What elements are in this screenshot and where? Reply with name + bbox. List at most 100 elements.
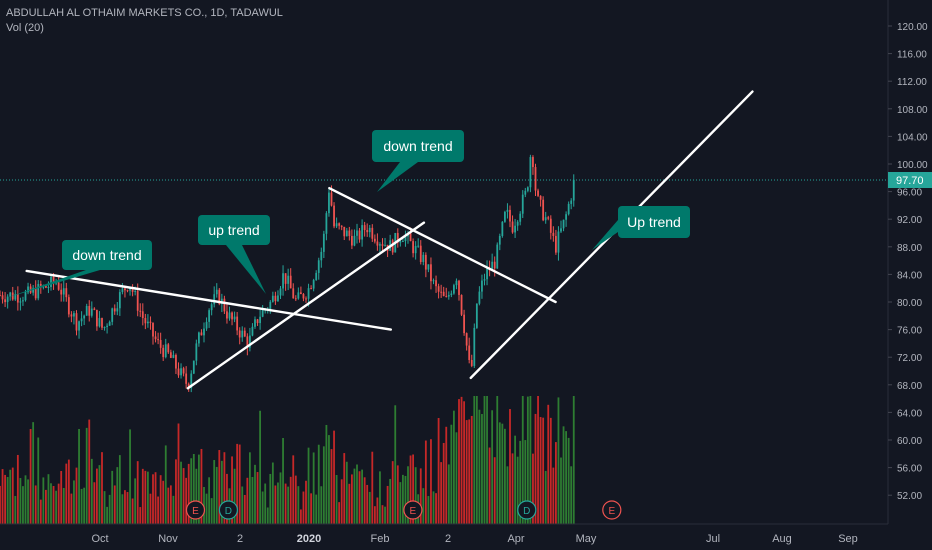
dividend-event-marker[interactable]: D	[517, 500, 537, 520]
annotation-callout[interactable]: down trend	[6, 240, 152, 298]
candle-body	[96, 309, 98, 327]
trendline[interactable]	[25, 269, 393, 331]
candle-body	[203, 328, 205, 336]
trendline[interactable]	[186, 221, 426, 390]
volume-bar	[493, 457, 496, 524]
event-letter: E	[410, 506, 417, 517]
candle-body	[190, 373, 193, 388]
candle-body	[305, 298, 307, 300]
candle-body	[412, 241, 414, 254]
volume-bar	[305, 480, 307, 524]
volume-bar	[218, 450, 221, 524]
volume-bar	[180, 461, 182, 524]
volume-bar	[149, 493, 152, 524]
volume-bar	[552, 467, 555, 524]
volume-bar	[529, 396, 532, 524]
candle-body	[144, 318, 147, 324]
last-price-value: 97.70	[896, 175, 924, 187]
volume-bar	[412, 454, 414, 524]
volume-bar	[315, 494, 318, 524]
time-tick-label: Sep	[838, 533, 858, 545]
candle-body	[284, 273, 287, 284]
candle-body	[442, 291, 445, 297]
earnings-event-marker[interactable]: E	[403, 500, 423, 520]
annotations[interactable]: down trend up trend down trend Up trend	[6, 130, 690, 298]
candle-body	[32, 287, 35, 293]
volume-bar	[460, 396, 463, 524]
time-tick-label: Aug	[772, 533, 792, 545]
volume-bar	[483, 396, 486, 524]
volume-bar	[526, 396, 529, 524]
candle-body	[243, 330, 246, 337]
volume-bar	[312, 452, 315, 524]
volume-bar	[396, 465, 399, 524]
volume-bar	[261, 491, 264, 524]
annotation-callout[interactable]: up trend	[198, 215, 270, 294]
candle-body	[511, 221, 514, 233]
candle-body	[116, 308, 119, 312]
candle-body	[129, 287, 131, 291]
volume-bar	[65, 463, 68, 524]
event-circle	[602, 500, 622, 520]
earnings-event-marker[interactable]: E	[602, 500, 622, 520]
volume-bar	[226, 473, 228, 524]
candle-body	[103, 326, 106, 328]
candle-body	[414, 245, 417, 254]
candle-body	[514, 225, 516, 233]
candle-body	[353, 235, 356, 246]
candle-body	[65, 288, 68, 298]
volume-bar	[264, 483, 267, 524]
candle-body	[70, 314, 73, 317]
volume-bar	[422, 488, 425, 524]
price-tick-label: 120.00	[897, 22, 928, 33]
earnings-event-marker[interactable]: E	[185, 500, 206, 520]
price-axis[interactable]: 120.00 116.00 112.00 108.00 104.00 100.00 96.0…	[888, 22, 928, 502]
volume-bar	[463, 401, 465, 524]
volume-bar	[192, 453, 195, 524]
time-axis[interactable]: Oct Nov 2 2020 Feb 2 Apr May Jul Aug Sep	[91, 533, 857, 545]
candle-body	[98, 318, 101, 327]
candle-body	[249, 335, 251, 348]
trendline[interactable]	[328, 186, 557, 304]
volume-bar	[432, 491, 435, 524]
volume-bar	[481, 414, 483, 524]
candle-body	[101, 318, 103, 328]
candle-body	[496, 244, 499, 269]
volume-bar	[440, 462, 443, 524]
candle-body	[113, 308, 116, 312]
candle-body	[236, 316, 239, 331]
volume-bar	[402, 474, 404, 524]
volume-bar	[78, 428, 80, 524]
volume-bar	[343, 453, 346, 524]
candle-body	[136, 290, 139, 311]
annotation-callout[interactable]: down trend	[372, 130, 464, 192]
candle-body	[215, 289, 218, 295]
annotation-callout[interactable]: Up trend	[592, 206, 690, 250]
candle-body	[167, 344, 170, 353]
candle-body	[57, 282, 60, 290]
volume-bar	[373, 506, 376, 524]
dividend-event-marker[interactable]: D	[218, 500, 238, 520]
price-tick-label: 80.00	[897, 298, 922, 309]
volume-bar	[243, 494, 246, 524]
candle-body	[149, 321, 152, 323]
volume-bar	[139, 507, 142, 524]
last-price-badge	[888, 172, 932, 188]
event-circle	[403, 500, 423, 520]
candle-body	[376, 241, 379, 246]
volume-bar	[473, 396, 476, 524]
candle-body	[213, 294, 216, 305]
candle-body	[437, 286, 440, 292]
volume-bar	[101, 452, 103, 524]
volume-bar	[90, 458, 93, 524]
volume-bar	[509, 409, 511, 524]
volume-bar	[419, 468, 422, 524]
candle-body	[14, 294, 17, 300]
candle-body	[483, 279, 486, 281]
candle-body	[458, 280, 460, 295]
volume-bar	[330, 449, 333, 524]
candle-body	[453, 285, 455, 294]
candle-body	[338, 223, 341, 226]
